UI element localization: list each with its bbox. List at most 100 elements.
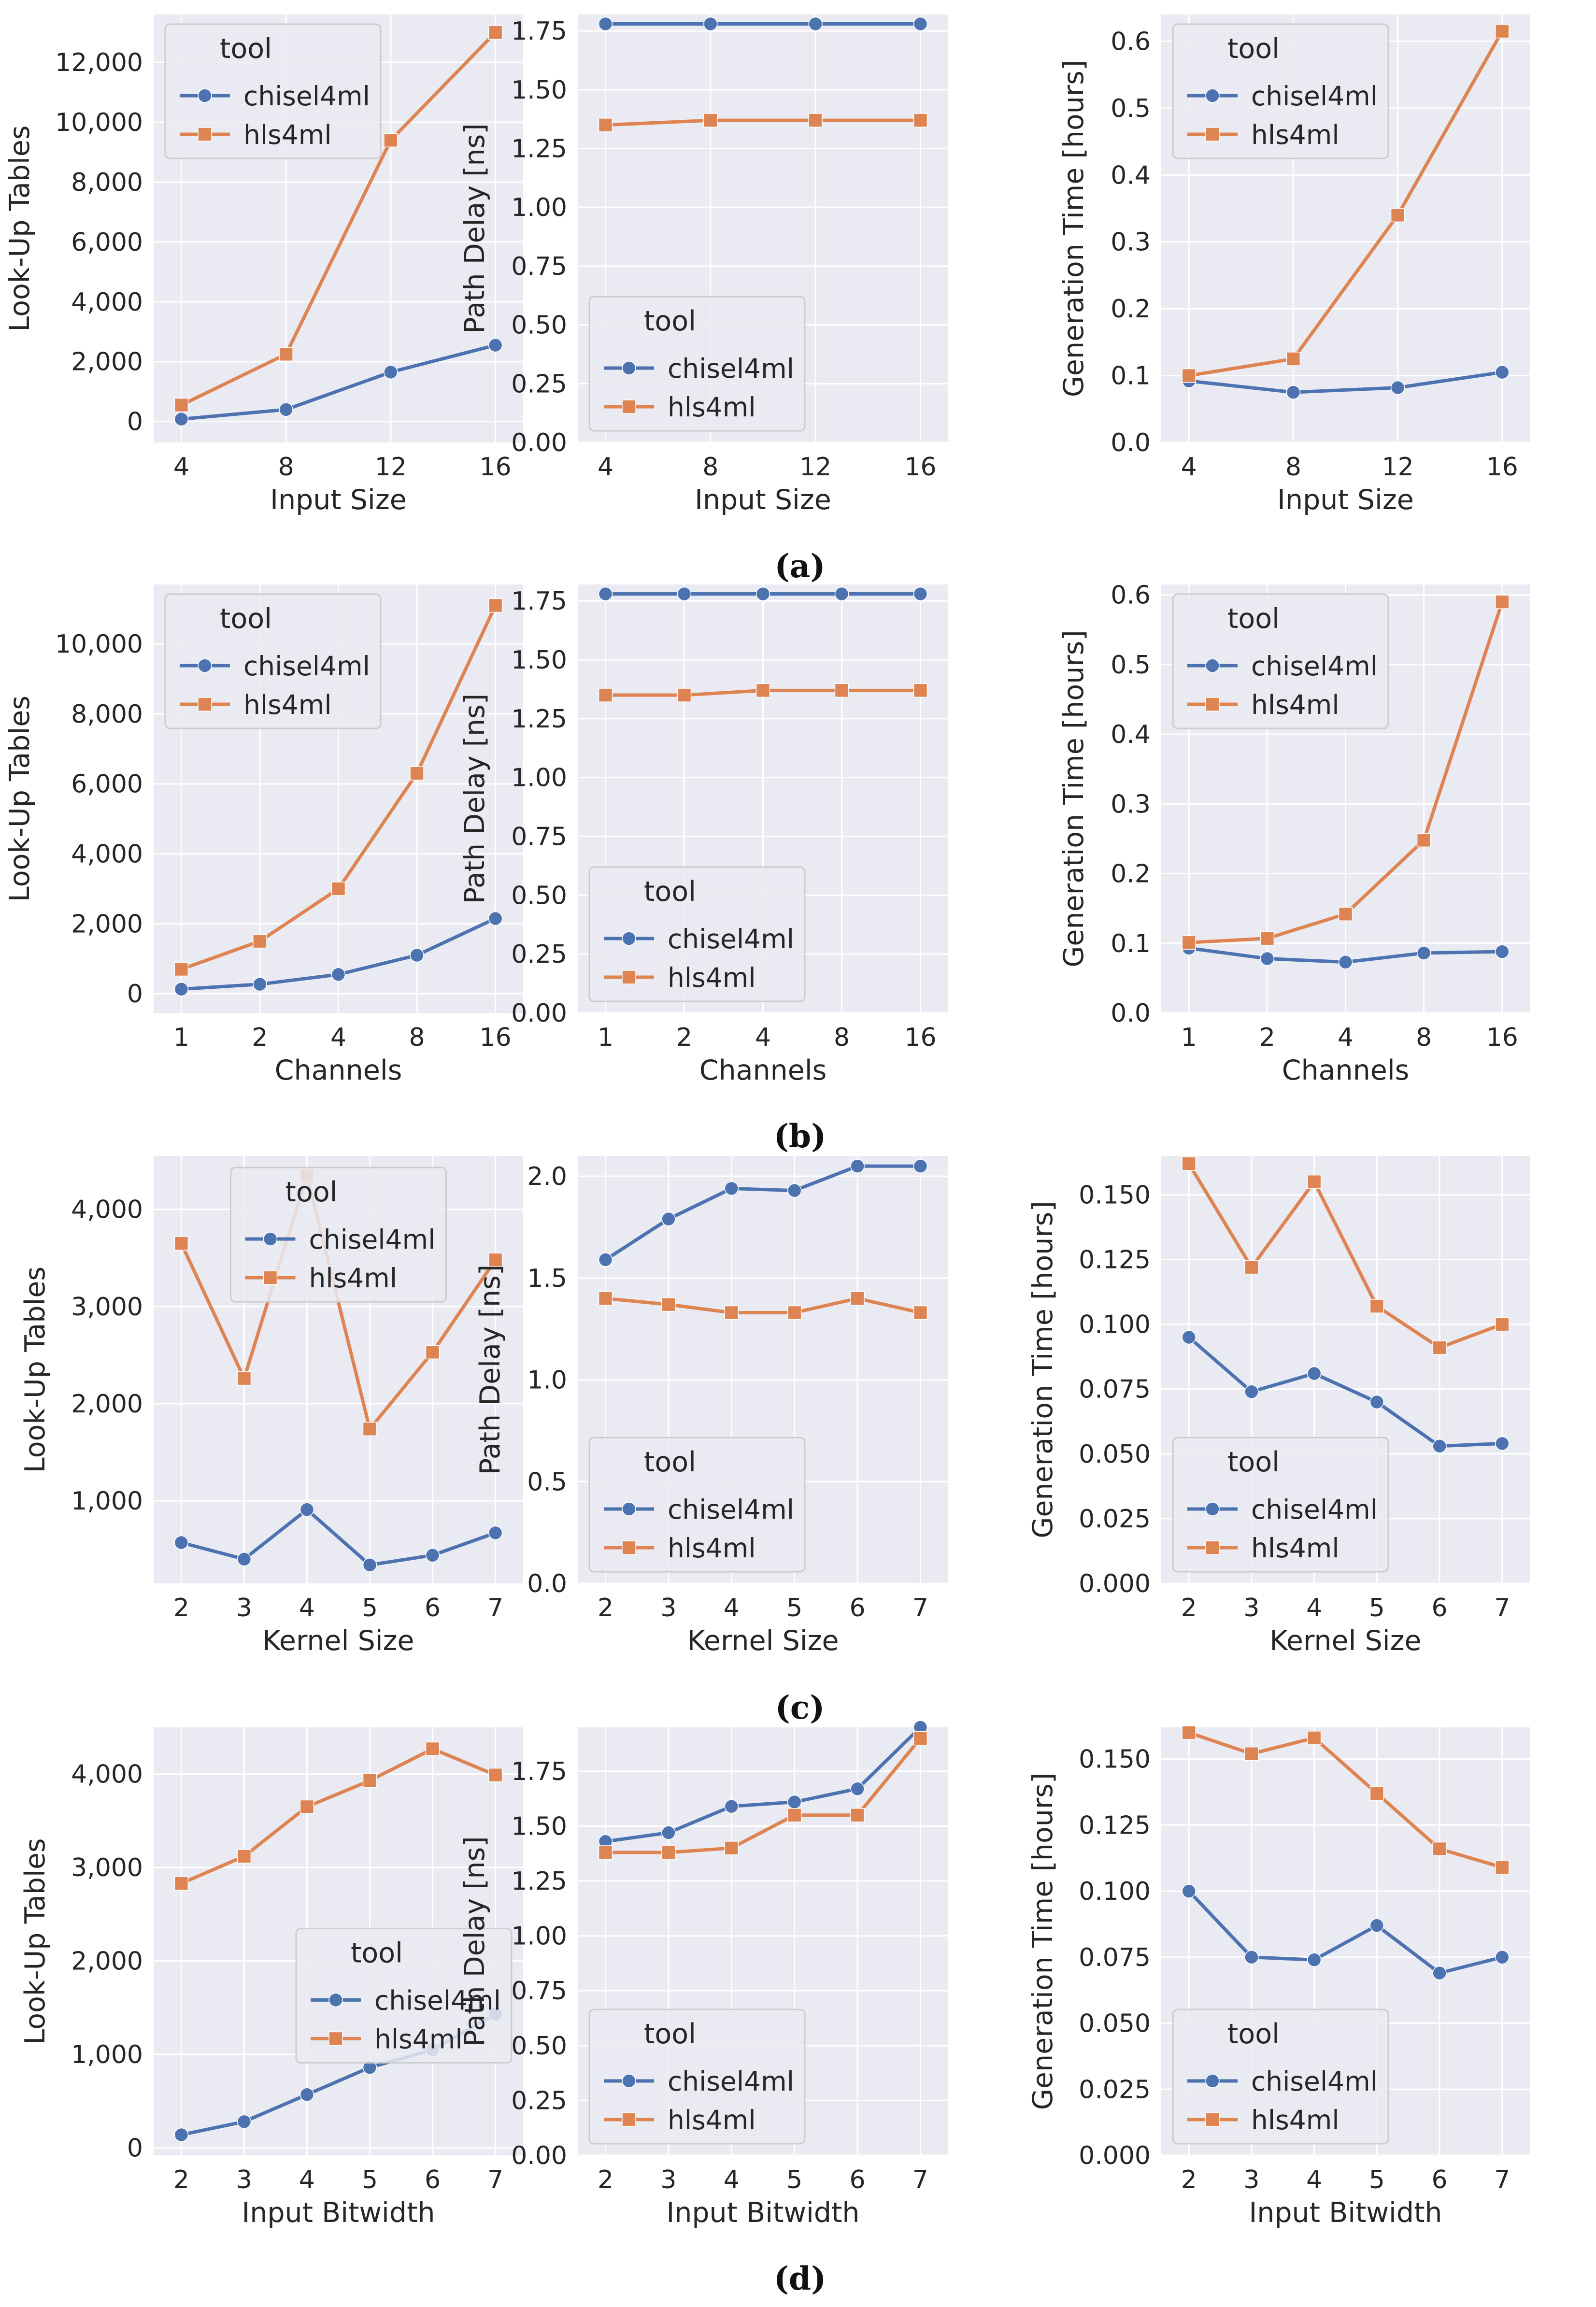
data-point-hls4ml xyxy=(703,113,718,128)
data-point-hls4ml xyxy=(1369,1299,1384,1313)
data-point-hls4ml xyxy=(253,934,267,949)
y-axis-label: Look-Up Tables xyxy=(19,1267,51,1473)
x-tick-label: 3 xyxy=(660,1594,676,1623)
legend-title: tool xyxy=(644,2018,696,2050)
y-tick-label: 0.050 xyxy=(1079,2009,1151,2038)
y-tick-label: 0.6 xyxy=(1111,581,1151,610)
y-tick-label: 1.25 xyxy=(511,705,567,734)
legend-title: tool xyxy=(1227,603,1280,635)
data-point-hls4ml xyxy=(1495,1317,1510,1332)
y-tick-label: 0.5 xyxy=(1111,94,1151,123)
data-point-hls4ml xyxy=(1244,1746,1259,1761)
data-point-chisel4ml xyxy=(787,1183,802,1198)
legend-box xyxy=(164,593,382,729)
y-tick-label: 1.00 xyxy=(511,764,567,793)
y-tick-label: 0.150 xyxy=(1079,1181,1151,1210)
data-point-hls4ml xyxy=(1390,208,1405,223)
y-tick-label: 12,000 xyxy=(55,48,143,77)
data-point-chisel4ml xyxy=(808,16,823,31)
x-tick-label: 3 xyxy=(1243,1594,1259,1623)
data-point-hls4ml xyxy=(237,1371,252,1386)
chart-panel: 2 3 4 5 6 7 1,000 2,000 3,000 4,000 Kernel Size Loo… xyxy=(19,1156,523,1657)
data-point-hls4ml xyxy=(787,1808,802,1823)
data-point-hls4ml xyxy=(425,1345,440,1360)
y-tick-label: 0.50 xyxy=(511,881,567,910)
chart-panel: 1 2 4 8 16 0.0 0.1 0.2 0.3 0.4 0.5 0.6 Channels Gener… xyxy=(1058,581,1530,1086)
data-point-chisel4ml xyxy=(661,1211,676,1226)
y-tick-label: 0.000 xyxy=(1079,2141,1151,2170)
legend-label-chisel4ml: chisel4ml xyxy=(374,1985,501,2016)
x-tick-label: 3 xyxy=(236,2165,252,2194)
y-tick-label: 6,000 xyxy=(71,770,143,799)
y-tick-label: 2,000 xyxy=(71,1390,143,1419)
x-tick-label: 1 xyxy=(173,1023,189,1052)
legend-title: tool xyxy=(220,603,272,635)
data-point-chisel4ml xyxy=(1495,1436,1510,1451)
chart-panel: 2 3 4 5 6 7 0.0 0.5 1.0 1.5 2.0 Kernel Size Path Del… xyxy=(474,1156,948,1657)
data-point-hls4ml xyxy=(488,598,503,613)
legend-marker-chisel4ml xyxy=(1205,88,1220,103)
data-point-chisel4ml xyxy=(362,1558,377,1572)
y-tick-label: 0.100 xyxy=(1079,1310,1151,1339)
data-point-chisel4ml xyxy=(850,1159,865,1173)
data-point-chisel4ml xyxy=(1260,951,1275,966)
y-tick-label: 1.5 xyxy=(527,1264,567,1293)
legend-box xyxy=(588,2008,806,2145)
y-tick-label: 0.75 xyxy=(511,822,567,851)
y-tick-label: 0.6 xyxy=(1111,27,1151,56)
data-point-chisel4ml xyxy=(1495,365,1510,380)
y-tick-label: 0.75 xyxy=(511,252,567,281)
y-tick-label: 0.000 xyxy=(1079,1569,1151,1598)
x-tick-label: 5 xyxy=(362,1594,378,1623)
y-tick-label: 0.4 xyxy=(1111,720,1151,749)
y-tick-label: 0.2 xyxy=(1111,860,1151,889)
subfigure-caption: (c) xyxy=(775,1689,825,1726)
y-axis-label: Generation Time [hours] xyxy=(1058,60,1090,397)
data-point-hls4ml xyxy=(1432,1340,1447,1355)
x-tick-label: 5 xyxy=(786,2165,802,2194)
data-point-chisel4ml xyxy=(174,2127,189,2142)
x-axis-label: Kernel Size xyxy=(1269,1625,1421,1657)
y-tick-label: 2,000 xyxy=(71,1947,143,1976)
series-line-chisel4ml xyxy=(179,1508,498,1567)
data-point-hls4ml xyxy=(1182,1725,1196,1740)
data-point-chisel4ml xyxy=(1416,946,1431,960)
series-line-hls4ml xyxy=(1187,1731,1504,1869)
y-tick-label: 0.25 xyxy=(511,2086,567,2115)
data-point-hls4ml xyxy=(425,1741,440,1756)
y-tick-label: 0.075 xyxy=(1079,1375,1151,1404)
legend-marker-hls4ml xyxy=(1205,2112,1220,2127)
y-axis-label: Generation Time [hours] xyxy=(1058,630,1090,967)
x-tick-label: 3 xyxy=(1243,2165,1259,2194)
x-tick-label: 2 xyxy=(598,2165,613,2194)
chart-panel: 2 3 4 5 6 7 0 1,000 2,000 3,000 4,000 Input Bitwidt… xyxy=(19,1727,523,2229)
x-tick-label: 16 xyxy=(480,453,512,482)
chart-panel: 4 8 12 160.000.250.500.751.001.251.501.75In… xyxy=(459,14,948,516)
data-point-chisel4ml xyxy=(1307,1952,1322,1967)
data-point-chisel4ml xyxy=(299,2087,314,2102)
x-tick-label: 2 xyxy=(598,1594,613,1623)
data-point-hls4ml xyxy=(598,118,613,132)
legend-marker-chisel4ml xyxy=(622,361,636,375)
x-tick-label: 12 xyxy=(375,453,407,482)
data-point-chisel4ml xyxy=(425,1548,440,1563)
legend-label-chisel4ml: chisel4ml xyxy=(243,81,370,112)
data-point-hls4ml xyxy=(1307,1731,1322,1745)
legend-marker-chisel4ml xyxy=(1205,1502,1220,1516)
data-point-chisel4ml xyxy=(1338,954,1353,969)
data-point-chisel4ml xyxy=(174,982,189,997)
data-point-chisel4ml xyxy=(598,1253,613,1267)
x-tick-label: 8 xyxy=(278,453,294,482)
x-tick-label: 8 xyxy=(1285,453,1301,482)
y-tick-label: 0.0 xyxy=(1111,999,1151,1028)
chart-panel: 4 8 12 16 0 2,000 4,000 6,000 8,000 10,000 12,000 I… xyxy=(4,14,523,516)
data-point-chisel4ml xyxy=(724,1799,739,1814)
x-tick-label: 4 xyxy=(1181,453,1197,482)
data-point-chisel4ml xyxy=(850,1781,865,1796)
legend-marker-chisel4ml xyxy=(1205,658,1220,673)
chart-panel: 4 8 12 16 0.0 0.1 0.2 0.3 0.4 0.5 0.6 Input Size Gen… xyxy=(1058,14,1530,516)
data-point-hls4ml xyxy=(598,688,613,702)
data-point-chisel4ml xyxy=(598,586,613,601)
y-tick-label: 1.75 xyxy=(511,587,567,616)
